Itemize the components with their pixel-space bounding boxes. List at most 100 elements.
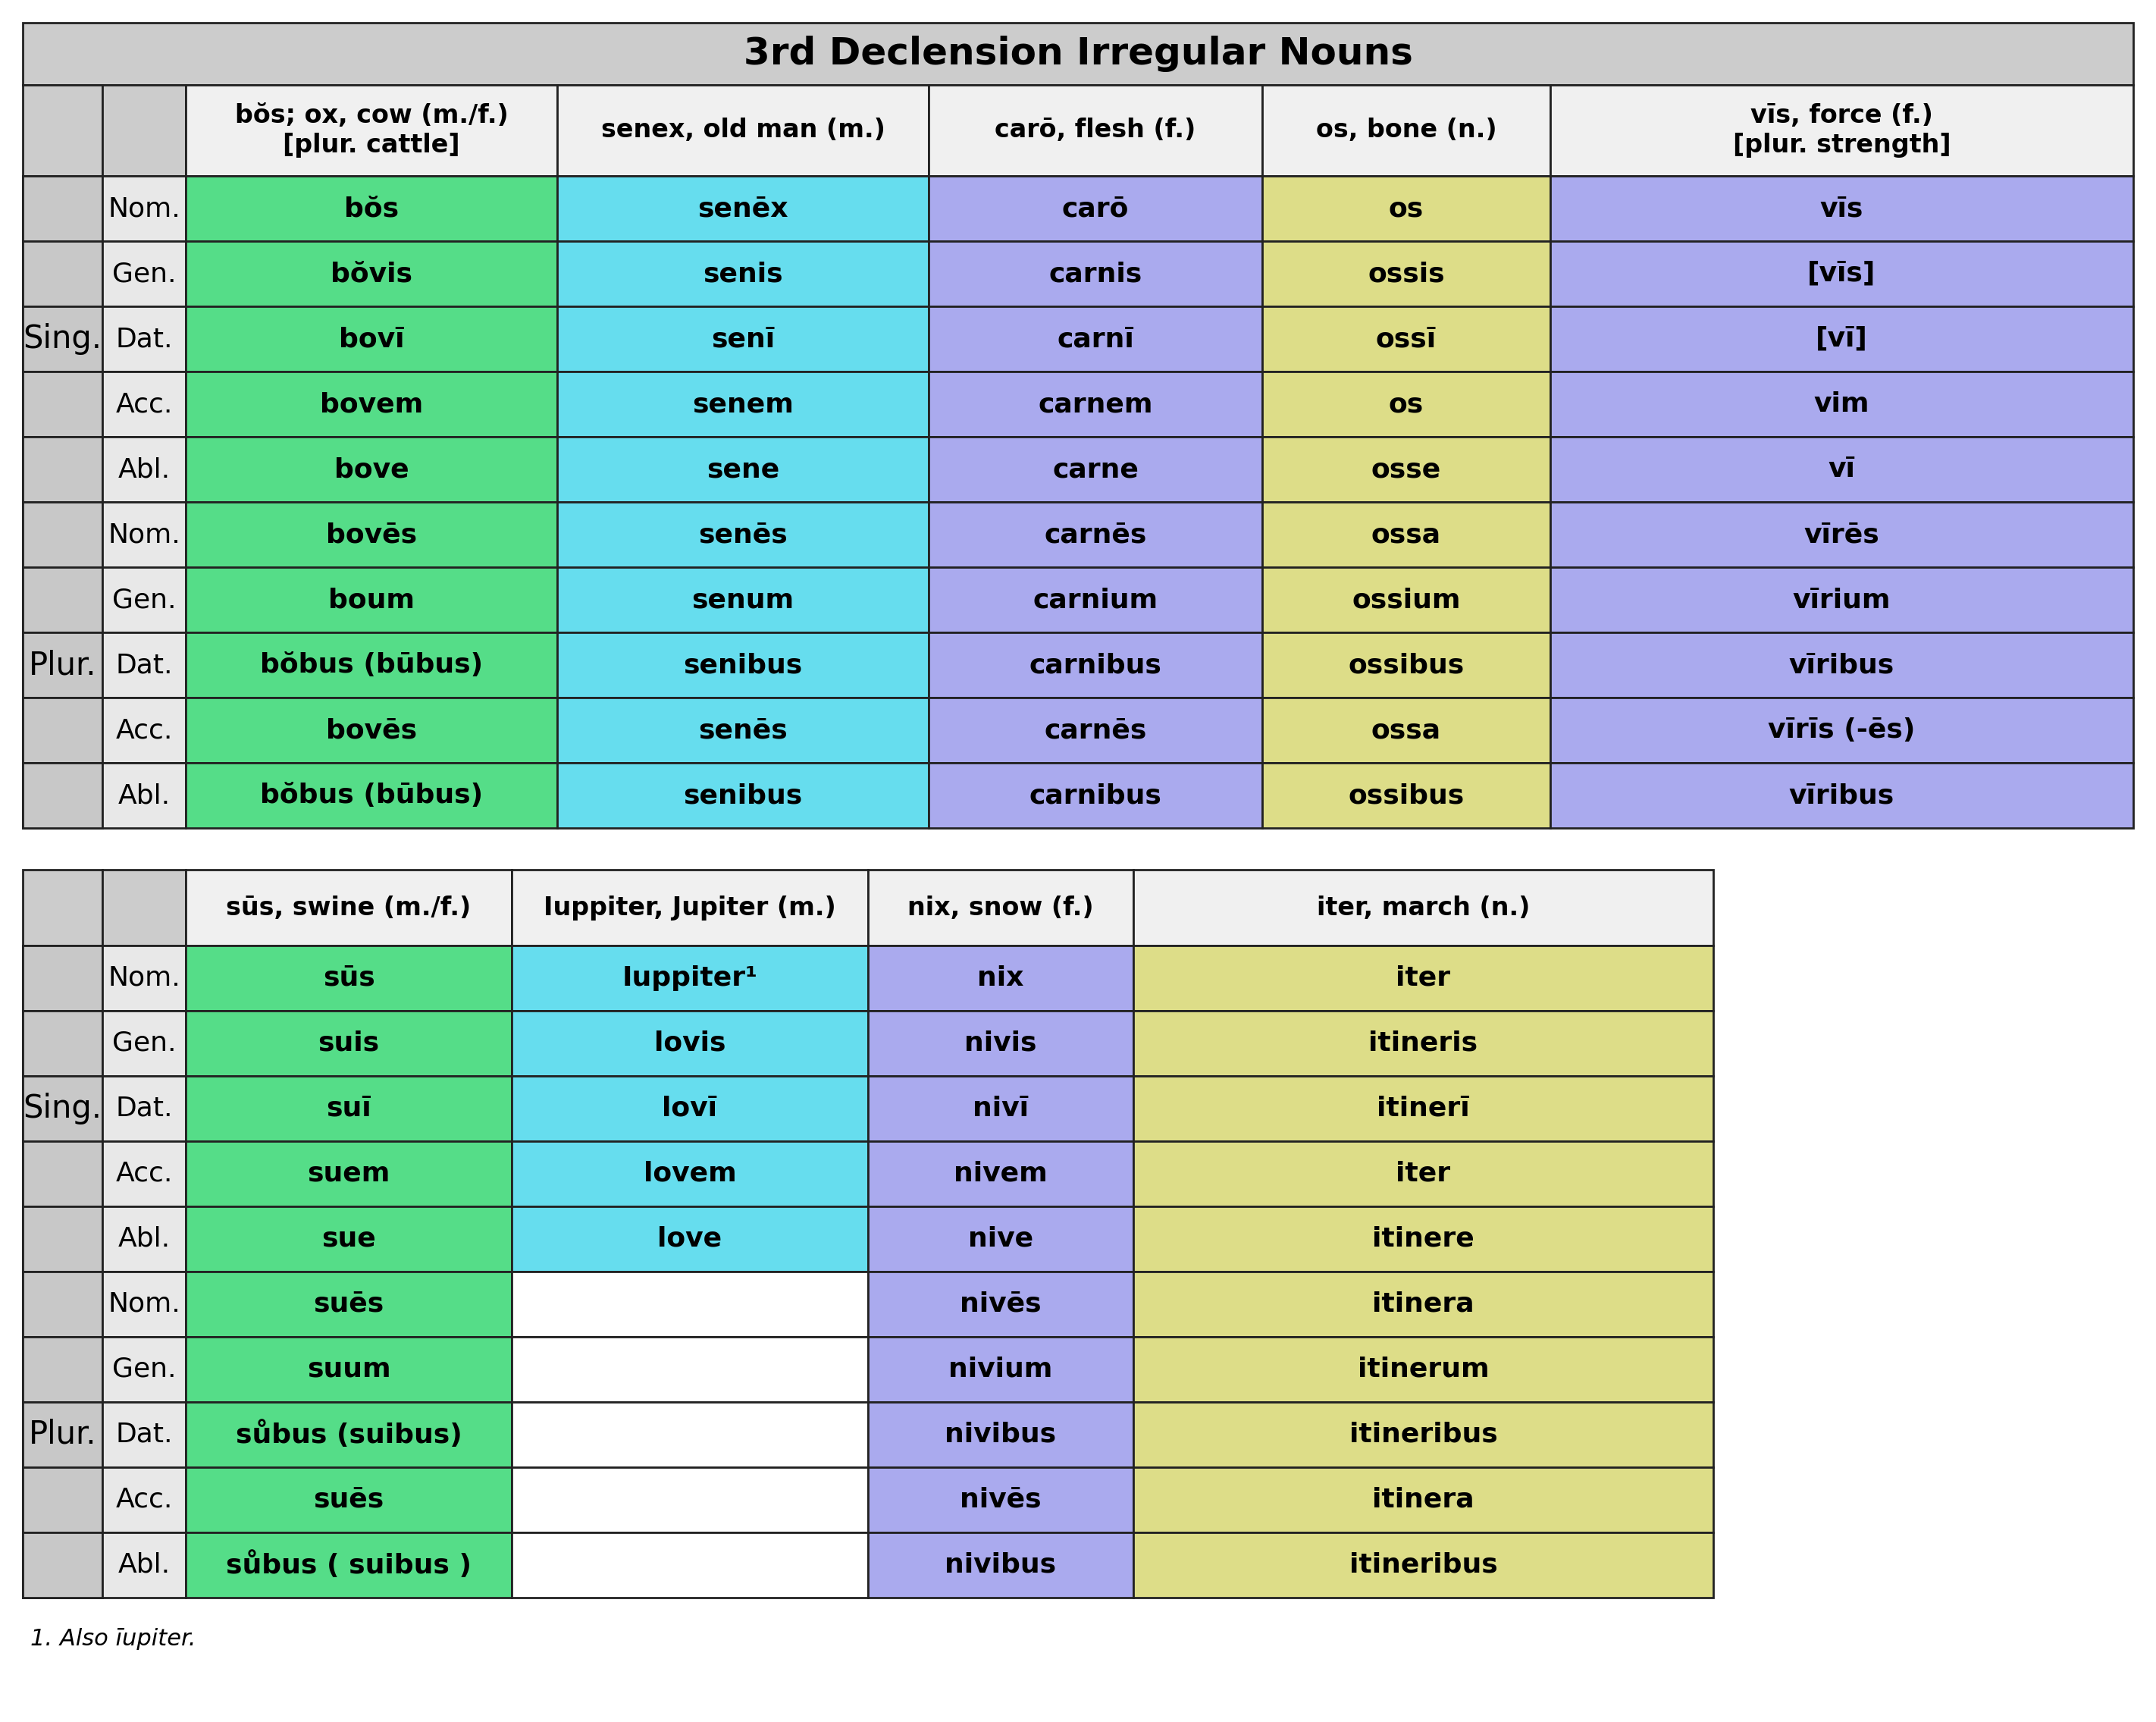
Text: ossa: ossa — [1371, 718, 1440, 744]
Bar — [185, 176, 556, 241]
Text: Gen.: Gen. — [112, 260, 177, 286]
Bar — [869, 1271, 1134, 1336]
Text: bovem: bovem — [319, 391, 423, 417]
Bar — [1550, 632, 2132, 697]
Text: ossī: ossī — [1376, 325, 1436, 351]
Bar — [24, 503, 101, 828]
Bar — [556, 437, 929, 503]
Bar — [101, 945, 185, 1011]
Bar — [185, 1533, 511, 1598]
Bar — [24, 1142, 101, 1207]
Text: 3rd Declension Irregular Nouns: 3rd Declension Irregular Nouns — [744, 36, 1412, 72]
Text: senī: senī — [711, 325, 774, 351]
Text: ossa: ossa — [1371, 522, 1440, 548]
Text: Gen.: Gen. — [112, 1030, 177, 1056]
Text: bovī: bovī — [338, 325, 405, 351]
Bar — [929, 503, 1261, 567]
Bar — [869, 1142, 1134, 1207]
Bar — [511, 1467, 869, 1533]
Bar — [185, 372, 556, 437]
Bar — [101, 1271, 185, 1336]
Text: suem: suem — [308, 1161, 390, 1186]
Bar — [24, 1467, 101, 1533]
Text: Dat.: Dat. — [116, 1422, 172, 1448]
Text: nivem: nivem — [953, 1161, 1048, 1186]
Bar — [1550, 503, 2132, 567]
Bar — [185, 503, 556, 567]
Text: sůbus (suibus): sůbus (suibus) — [235, 1421, 461, 1448]
Text: os: os — [1388, 391, 1423, 417]
Bar — [929, 84, 1261, 176]
Bar — [556, 176, 929, 241]
Text: Dat.: Dat. — [116, 325, 172, 351]
Text: love: love — [658, 1226, 722, 1252]
Text: senum: senum — [692, 587, 793, 613]
Bar — [185, 1142, 511, 1207]
Bar — [101, 1142, 185, 1207]
Text: nix: nix — [977, 966, 1024, 992]
Text: bovēs: bovēs — [326, 718, 416, 744]
Text: bŏbus (būbus): bŏbus (būbus) — [261, 653, 483, 678]
Bar — [185, 1467, 511, 1533]
Bar — [185, 437, 556, 503]
Bar — [101, 870, 185, 945]
Text: osse: osse — [1371, 456, 1440, 482]
Text: iter: iter — [1395, 966, 1451, 992]
Text: Nom.: Nom. — [108, 196, 181, 222]
Bar — [929, 307, 1261, 372]
Bar — [929, 697, 1261, 763]
Bar — [929, 632, 1261, 697]
Bar — [24, 176, 101, 503]
Text: senēs: senēs — [699, 718, 787, 744]
Bar — [185, 945, 511, 1011]
Text: nix, snow (f.): nix, snow (f.) — [908, 895, 1093, 920]
Bar — [869, 1533, 1134, 1598]
Bar — [1261, 632, 1550, 697]
Bar — [24, 372, 101, 437]
Text: carō, flesh (f.): carō, flesh (f.) — [994, 117, 1197, 143]
Bar — [24, 945, 101, 1271]
Bar — [101, 1336, 185, 1402]
Bar — [511, 1271, 869, 1336]
Bar — [556, 307, 929, 372]
Text: senibus: senibus — [683, 653, 802, 678]
Bar — [185, 1011, 511, 1076]
Text: iter: iter — [1395, 1161, 1451, 1186]
Bar — [24, 241, 101, 307]
Text: bŏs; ox, cow (m./f.)
[plur. cattle]: bŏs; ox, cow (m./f.) [plur. cattle] — [235, 103, 509, 157]
Bar — [185, 1402, 511, 1467]
Text: suēs: suēs — [313, 1292, 384, 1317]
Bar — [24, 1336, 101, 1402]
Bar — [24, 1402, 101, 1467]
Bar — [24, 1011, 101, 1076]
Text: nivibus: nivibus — [944, 1422, 1056, 1448]
Bar — [1134, 1142, 1714, 1207]
Bar — [1261, 763, 1550, 828]
Bar — [101, 307, 185, 372]
Bar — [1261, 437, 1550, 503]
Text: itineris: itineris — [1369, 1030, 1479, 1056]
Bar — [185, 241, 556, 307]
Text: Gen.: Gen. — [112, 587, 177, 613]
Text: senēx: senēx — [699, 196, 789, 222]
Bar — [24, 1533, 101, 1598]
Bar — [869, 1402, 1134, 1467]
Bar — [101, 84, 185, 176]
Text: sue: sue — [321, 1226, 375, 1252]
Bar — [24, 176, 101, 241]
Bar — [929, 567, 1261, 632]
Bar — [1261, 241, 1550, 307]
Text: carnis: carnis — [1048, 260, 1143, 286]
Text: sůbus ( suibus ): sůbus ( suibus ) — [226, 1552, 472, 1579]
Bar — [101, 437, 185, 503]
Text: suī: suī — [326, 1095, 371, 1121]
Bar — [929, 763, 1261, 828]
Bar — [101, 1076, 185, 1142]
Text: bŏvis: bŏvis — [330, 260, 412, 286]
Text: senis: senis — [703, 260, 783, 286]
Text: carnibus: carnibus — [1028, 653, 1162, 678]
Bar — [24, 567, 101, 632]
Text: lovem: lovem — [642, 1161, 737, 1186]
Text: senem: senem — [692, 391, 793, 417]
Bar — [556, 503, 929, 567]
